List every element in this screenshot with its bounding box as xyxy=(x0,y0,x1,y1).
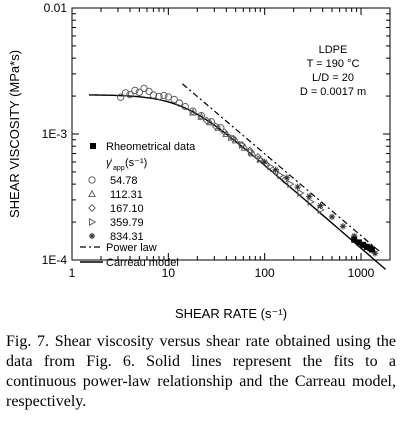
legend-entry-label: 54.78 xyxy=(110,175,138,187)
legend-carreau-label: Carreau model xyxy=(106,257,179,269)
rheometrical-data-point xyxy=(368,246,375,253)
x-axis-label: SHEAR RATE (s⁻¹) xyxy=(175,306,287,321)
data-point-star xyxy=(339,223,347,230)
legend-gamma-unit: (s⁻¹) xyxy=(125,157,147,169)
x-tick-label: 100 xyxy=(255,266,275,280)
data-point-circle xyxy=(155,92,163,100)
power-law-line xyxy=(182,83,382,253)
data-point-circle xyxy=(164,93,172,101)
data-point-star xyxy=(371,250,379,257)
data-point-triangle-right xyxy=(297,189,305,197)
data-point-star xyxy=(294,183,301,191)
legend-entry-label: 359.79 xyxy=(110,217,144,229)
legend-symbol-triangle-up xyxy=(88,189,96,198)
info-box: LDPE T = 190 °C L/D = 20 D = 0.0017 m xyxy=(300,44,366,98)
y-tick-label: 0.01 xyxy=(44,1,68,15)
data-point-circle xyxy=(121,89,130,97)
data-point-diamond xyxy=(229,134,237,143)
data-point-circle xyxy=(131,86,139,95)
data-point-star xyxy=(317,202,324,209)
data-point-triangle-right xyxy=(277,171,285,180)
data-point-triangle-right xyxy=(247,148,256,156)
y-axis-label: SHEAR VISCOSITY (MPa*s) xyxy=(7,50,22,218)
data-point-circle xyxy=(117,93,125,101)
legend-gamma-title: γ̇ xyxy=(106,157,113,169)
data-point-circle xyxy=(160,91,168,100)
data-point-diamond xyxy=(202,116,211,125)
legend-symbol-star xyxy=(88,232,96,240)
data-point-triangle-right xyxy=(238,140,247,149)
data-point-circle xyxy=(181,102,189,111)
data-point-triangle-right xyxy=(307,197,315,206)
data-point-diamond xyxy=(220,128,229,136)
data-point-star xyxy=(328,213,336,221)
x-tick-label: 10 xyxy=(162,266,176,280)
data-point-circle xyxy=(197,111,205,120)
info-line: D = 0.0017 m xyxy=(300,86,366,98)
data-point-triangle-right xyxy=(287,180,295,189)
info-line: LDPE xyxy=(319,44,348,56)
legend-gamma-symbol: γ̇ xyxy=(106,157,113,169)
data-point-triangle-up xyxy=(197,112,206,120)
legend-entry-label: 167.10 xyxy=(110,203,144,215)
data-point-star xyxy=(261,158,268,166)
legend-entry-label: 112.31 xyxy=(110,189,143,201)
y-tick-label: 1E-3 xyxy=(42,127,68,141)
data-point-triangle-right xyxy=(267,162,275,171)
data-point-circle xyxy=(135,88,143,97)
legend-power-law-label: Power law xyxy=(106,242,157,254)
viscosity-chart: 1 10 100 1000 1E-4 1E-3 0.01 LDPE T = 190 °C L… xyxy=(7,1,391,321)
data-point-star xyxy=(351,232,358,240)
data-point-diamond xyxy=(211,122,220,131)
rheometrical-data-point xyxy=(363,243,370,250)
legend-gamma-subscript: app xyxy=(113,165,125,172)
data-point-triangle-up xyxy=(222,129,231,138)
data-point-circle xyxy=(126,91,134,99)
data-point-circle xyxy=(175,99,183,107)
data-point-triangle-right xyxy=(257,155,265,164)
data-point-circle xyxy=(145,87,153,96)
x-tick-label: 1 xyxy=(69,266,76,280)
legend-symbol-triangle-right xyxy=(88,218,97,226)
data-point-diamond xyxy=(245,146,254,155)
legend-entry-label: 834.31 xyxy=(110,231,144,243)
data-point-diamond xyxy=(271,168,280,176)
legend: Rheometrical data γ̇ app (s⁻¹) 54.78 112… xyxy=(106,141,196,269)
data-point-triangle-right xyxy=(228,133,236,142)
rheometrical-data-point xyxy=(355,239,362,246)
data-point-star xyxy=(283,174,291,181)
data-point-circle xyxy=(149,91,158,99)
data-point-star xyxy=(306,193,313,200)
rheometrical-data-point xyxy=(360,241,367,248)
data-point-circle xyxy=(170,95,178,104)
legend-symbol-circle xyxy=(88,176,96,184)
figure-caption: Fig. 7. Shear viscosity versus shear rat… xyxy=(6,333,396,410)
info-line: T = 190 °C xyxy=(307,58,360,70)
data-point-circle xyxy=(189,107,197,115)
rheometrical-data-point xyxy=(351,236,358,243)
info-line: L/D = 20 xyxy=(312,72,354,84)
legend-symbol-diamond xyxy=(88,204,96,212)
data-point-triangle-up xyxy=(214,123,223,131)
data-point-triangle-up xyxy=(188,108,197,116)
y-tick-label: 1E-4 xyxy=(42,253,68,267)
x-tick-label: 1000 xyxy=(348,266,375,280)
data-point-triangle-up xyxy=(231,136,240,144)
data-point-star xyxy=(272,166,279,173)
legend-rheometrical-symbol xyxy=(90,143,96,149)
legend-rheometrical-label: Rheometrical data xyxy=(106,141,196,153)
